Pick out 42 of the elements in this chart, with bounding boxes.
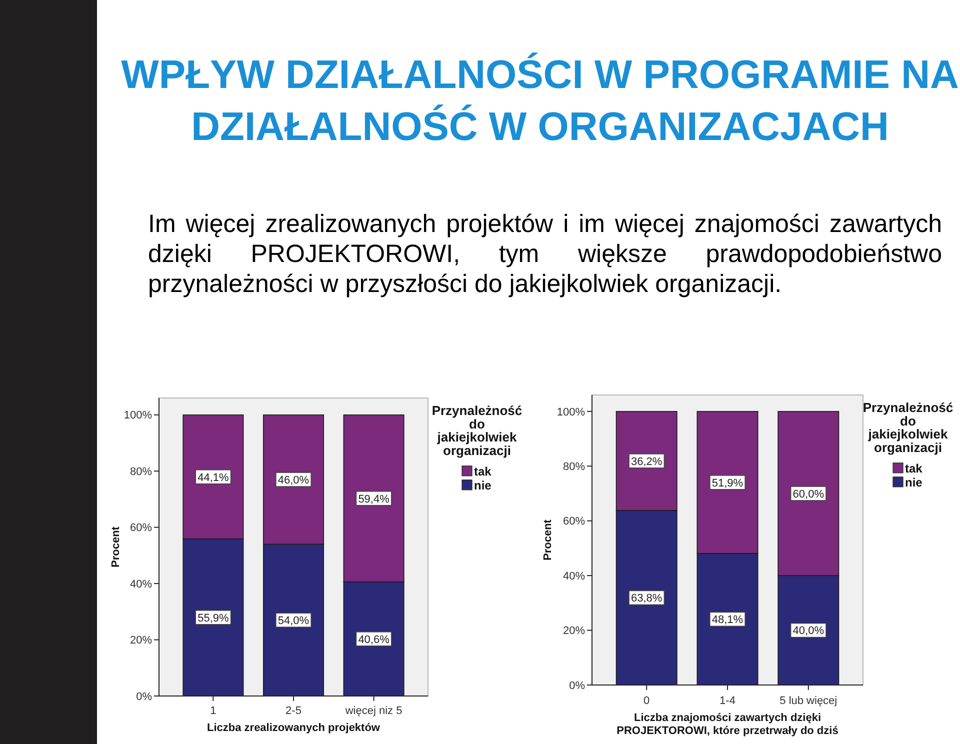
y-tick-label: 40% xyxy=(562,570,586,582)
y-tick-label: 40% xyxy=(130,578,152,590)
data-label: 63,8% xyxy=(631,592,662,605)
legend-label: tak xyxy=(474,464,492,478)
data-label: 54,0% xyxy=(278,615,310,628)
data-label: 55,9% xyxy=(198,612,230,624)
data-label: 40,6% xyxy=(358,634,390,646)
x-axis-title: Liczba znajomości zawartych dzięki PROJEKTOROWI, które przetrwały do dziś xyxy=(616,712,838,737)
data-label: 36,2% xyxy=(631,456,662,468)
data-label: 44,1% xyxy=(198,472,230,484)
data-label: 48,1% xyxy=(712,614,744,626)
y-tick-label: 0% xyxy=(569,680,586,692)
y-tick-label: 0% xyxy=(136,690,152,703)
y-tick-label: 60% xyxy=(130,522,152,534)
y-tick-label: 100% xyxy=(556,406,586,418)
legend-title: Przynależność do jakiejkolwiek organizacji xyxy=(862,400,954,455)
x-axis-title: Liczba zrealizowanych projektów xyxy=(207,722,380,734)
y-tick-label: 20% xyxy=(130,634,152,647)
data-label: 40,0% xyxy=(792,625,824,638)
data-label: 60,0% xyxy=(792,488,824,500)
data-label: 51,9% xyxy=(712,477,744,490)
text: WPŁYW DZIAŁALNOŚCI W PROGRAMIE NA DZIAŁALNOŚĆ W ORGANIZACJACH xyxy=(121,52,959,149)
x-tick-label: 1-4 xyxy=(720,695,736,707)
y-tick-label: 60% xyxy=(562,516,586,528)
legend-title: Przynależność do jakiejkolwiek organizacji xyxy=(432,403,522,458)
y-axis-title: Procent xyxy=(542,519,554,560)
x-tick-label: więcej niz 5 xyxy=(344,705,402,717)
text: Im więcej zrealizowanych projektów i im więcej znajomości zawartych dzięki PROJEKTOROWI, tym większe prawdopodobieństwo przynależności w przyszłości do jakiejkolwiek organizacji. xyxy=(148,210,942,298)
data-label: 46,0% xyxy=(278,474,310,486)
y-tick-label: 80% xyxy=(130,466,152,478)
y-axis-title: Procent xyxy=(110,526,122,568)
legend-label: nie xyxy=(474,478,492,492)
x-tick-label: 5 lub więcej xyxy=(780,695,838,707)
y-tick-label: 100% xyxy=(124,410,152,422)
legend-label: nie xyxy=(905,475,923,490)
x-tick-label: 0 xyxy=(644,695,650,707)
y-tick-label: 80% xyxy=(562,460,586,473)
y-tick-label: 20% xyxy=(562,625,586,638)
x-tick-label: 2-5 xyxy=(286,705,302,717)
legend-label: tak xyxy=(905,461,923,476)
x-tick-label: 1 xyxy=(210,705,216,717)
data-label: 59,4% xyxy=(358,493,390,506)
